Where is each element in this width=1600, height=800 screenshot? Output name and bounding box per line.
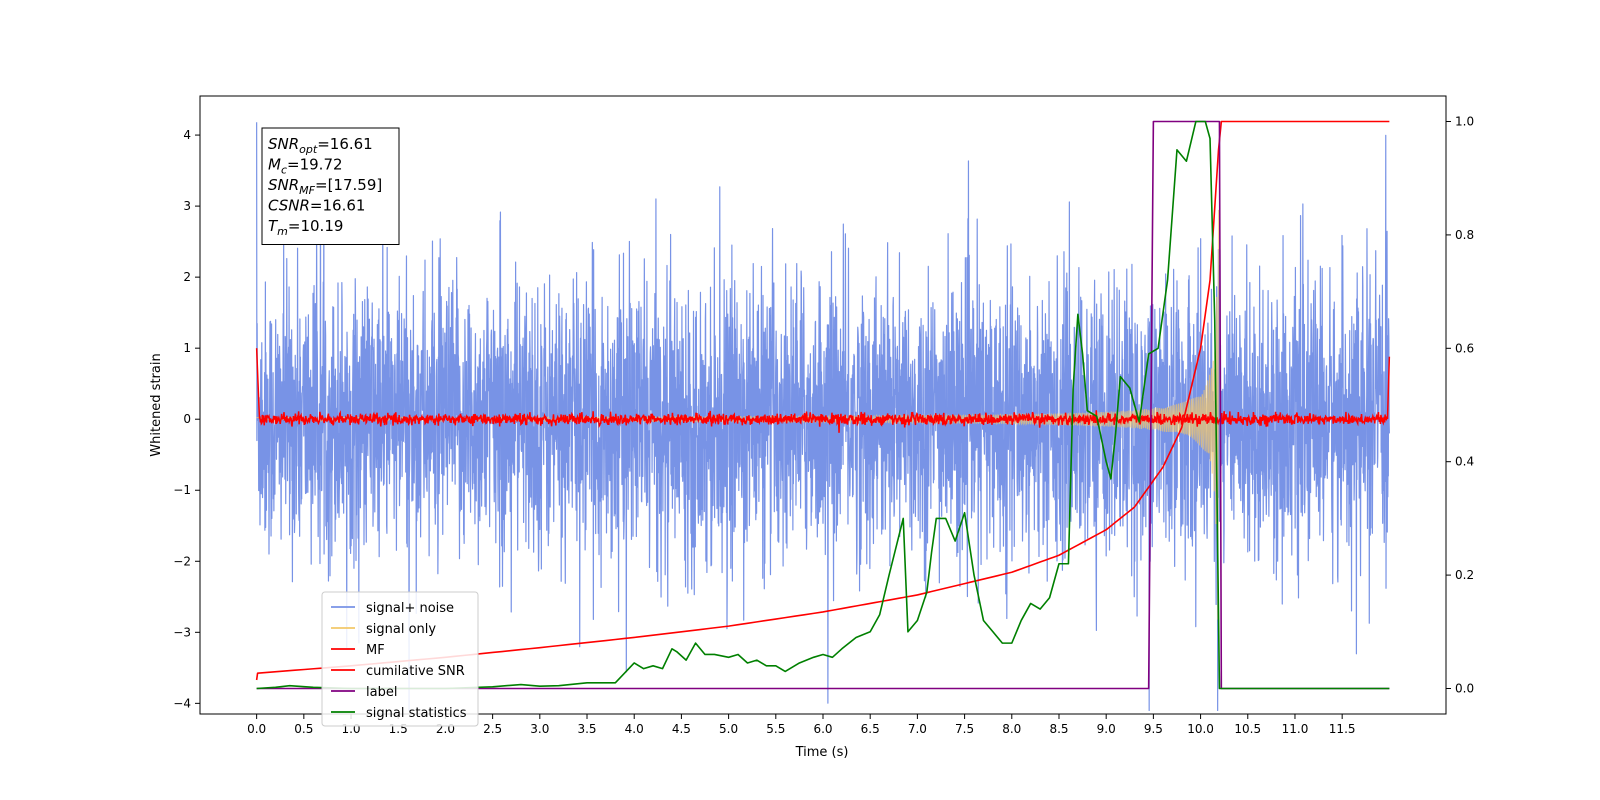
stats-line: Mc=19.72 [268, 156, 343, 177]
x-tick-label: 11.5 [1329, 722, 1356, 736]
legend-item: MF [366, 643, 385, 658]
x-tick-label: 6.5 [861, 722, 880, 736]
stats-box-frame [261, 127, 400, 245]
stats-line: Tm=10.19 [268, 217, 343, 238]
series-signal-noise [256, 122, 1390, 712]
x-tick-label: 5.0 [719, 722, 738, 736]
x-tick-label: 0.5 [294, 722, 313, 736]
legend-item: signal statistics [366, 706, 467, 721]
y-tick-label: −3 [173, 625, 191, 639]
x-tick-label: 5.5 [766, 722, 785, 736]
y-right-tick-label: 0.6 [1455, 341, 1474, 355]
stats-line: SNRMF=[17.59] [268, 176, 382, 197]
series-layer [255, 120, 1391, 712]
y-tick-label: −2 [173, 554, 191, 568]
y-right-tick-label: 0.0 [1455, 681, 1474, 695]
y-right-tick-label: 0.4 [1455, 455, 1474, 469]
x-tick-label: 3.5 [577, 722, 596, 736]
x-tick-label: 7.0 [908, 722, 927, 736]
legend-item: label [366, 685, 397, 700]
x-tick-label: 9.0 [1097, 722, 1116, 736]
y-tick-label: 4 [183, 128, 191, 142]
series-mf [255, 348, 1391, 433]
y-axis-left: −4 −3 −2 −1 0 1 2 3 4 [173, 128, 200, 710]
x-axis-label: Time (s) [795, 745, 849, 760]
x-tick-label: 6.0 [813, 722, 832, 736]
y-tick-label: 2 [183, 270, 191, 284]
y-tick-label: −4 [173, 696, 191, 710]
y-right-tick-label: 1.0 [1455, 115, 1474, 129]
y-axis-right: 0.0 0.2 0.4 0.6 0.8 1.0 [1446, 115, 1474, 695]
legend-item: cumilative SNR [366, 664, 465, 679]
legend-item: signal+ noise [366, 601, 454, 616]
x-tick-label: 10.0 [1187, 722, 1214, 736]
legend-item: signal only [366, 622, 436, 637]
stats-line: CSNR=16.61 [268, 197, 365, 215]
y-tick-label: 1 [183, 341, 191, 355]
x-tick-label: 11.0 [1282, 722, 1309, 736]
y-right-tick-label: 0.2 [1455, 568, 1474, 582]
x-tick-label: 7.5 [955, 722, 974, 736]
series-cumulative-snr [255, 120, 1390, 681]
x-tick-label: 4.0 [625, 722, 644, 736]
y-right-tick-label: 0.8 [1455, 228, 1474, 242]
y-axis-label: Whitened strain [149, 353, 164, 456]
stats-annotation: SNRopt=16.61Mc=19.72SNRMF=[17.59]CSNR=16… [261, 127, 400, 245]
legend-frame [321, 591, 479, 727]
x-tick-label: 9.5 [1144, 722, 1163, 736]
x-tick-label: 2.5 [483, 722, 502, 736]
x-tick-label: 4.5 [672, 722, 691, 736]
y-tick-label: −1 [173, 483, 191, 497]
legend: signal+ noise signal only MF cumilative SNR… [321, 591, 479, 727]
x-tick-label: 10.5 [1234, 722, 1261, 736]
x-tick-label: 8.0 [1002, 722, 1021, 736]
x-tick-label: 0.0 [247, 722, 266, 736]
y-tick-label: 3 [183, 199, 191, 213]
x-tick-label: 8.5 [1049, 722, 1068, 736]
x-tick-label: 3.0 [530, 722, 549, 736]
y-tick-label: 0 [183, 412, 191, 426]
stats-line: SNRopt=16.61 [268, 135, 373, 156]
series-signal-statistics [256, 120, 1390, 690]
